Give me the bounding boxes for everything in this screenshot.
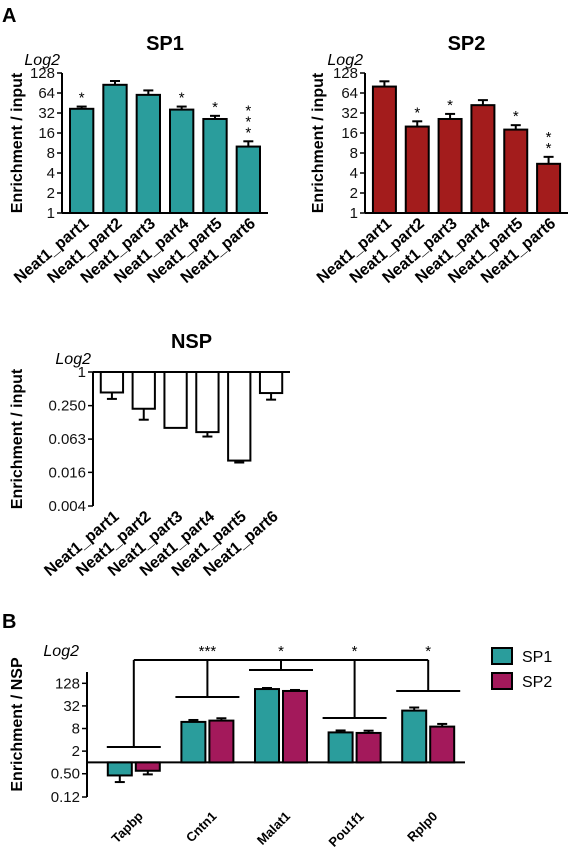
- bar: [195, 371, 220, 434]
- y-tick-label: 4: [47, 165, 55, 182]
- y-tick-label: 0.063: [48, 431, 86, 448]
- y-tick-label: 128: [30, 65, 55, 82]
- y-axis-label: Enrichment / input: [9, 368, 26, 509]
- bar-sp2: [429, 725, 456, 764]
- bar-sp1: [106, 761, 133, 777]
- significance-marker: *: [179, 90, 185, 107]
- bar-sp2: [134, 761, 161, 772]
- bar: [536, 162, 562, 215]
- bar: [202, 117, 228, 214]
- scale-note: Log2: [327, 52, 363, 69]
- x-tick-label: Malat1: [254, 809, 293, 848]
- bar-sp1: [401, 709, 428, 764]
- y-tick-label: 0.004: [48, 498, 86, 515]
- y-tick-label: 64: [341, 85, 358, 102]
- y-tick-label: 128: [333, 65, 358, 82]
- y-tick-label: 1: [78, 364, 86, 381]
- significance-marker: *: [546, 140, 552, 157]
- bar: [69, 107, 95, 214]
- significance-marker: *: [425, 643, 431, 660]
- significance-marker: *: [352, 643, 358, 660]
- significance-marker: *: [245, 102, 251, 119]
- bar: [169, 108, 195, 214]
- significance-marker: *: [513, 108, 519, 125]
- y-tick-label: 2: [47, 185, 55, 202]
- significance-marker: *: [245, 124, 251, 141]
- x-tick-label: Tapbp: [108, 808, 146, 846]
- bar: [131, 371, 156, 410]
- y-tick-label: 4: [350, 165, 358, 182]
- panel-label-b: B: [2, 611, 16, 633]
- chart-title: SP2: [448, 33, 486, 55]
- scale-note: Log2: [55, 351, 91, 368]
- y-tick-label: 16: [38, 125, 55, 142]
- legend-swatch-sp1: [491, 647, 513, 665]
- panel-label-a: A: [2, 5, 16, 27]
- significance-marker: *: [245, 113, 251, 130]
- bar-sp2: [355, 731, 382, 764]
- y-tick-label: 0.016: [48, 464, 86, 481]
- y-tick-label: 8: [350, 145, 358, 162]
- bar-sp2: [282, 689, 308, 764]
- legend-swatch-sp2: [491, 672, 513, 690]
- bar: [371, 85, 397, 214]
- chart-title: NSP: [171, 331, 212, 353]
- y-axis-label: Enrichment / input: [9, 72, 26, 213]
- y-tick-label: 8: [47, 145, 55, 162]
- y-tick-label: 2: [72, 743, 80, 760]
- x-tick-label: Cntn1: [183, 809, 220, 846]
- bar: [99, 371, 125, 394]
- significance-marker: *: [278, 643, 284, 660]
- chart-title: SP1: [146, 33, 184, 55]
- bar-sp1: [327, 731, 354, 764]
- y-tick-label: 0.12: [51, 789, 80, 806]
- significance-marker: *: [212, 99, 218, 116]
- y-tick-label: 32: [38, 105, 55, 122]
- chart-enrichment-nsp: 128 32 8 2 0.50 0.12 Log2 Enrichment / NSP Tapbp…: [9, 643, 552, 850]
- scale-note: Log2: [24, 52, 60, 69]
- bar: [135, 93, 162, 214]
- y-tick-label: 1: [47, 205, 55, 222]
- y-tick-label: 8: [72, 721, 80, 738]
- bar-sp1: [254, 688, 280, 764]
- y-tick-label: 0.50: [51, 766, 80, 783]
- bar: [437, 117, 463, 214]
- y-tick-label: 128: [55, 675, 80, 692]
- legend-label-sp2: SP2: [522, 674, 552, 691]
- scale-note: Log2: [43, 643, 79, 660]
- bar: [235, 145, 262, 214]
- y-axis-label: Enrichment / input: [310, 72, 327, 213]
- chart-nsp: 1 0.250 0.063 0.016 0.004 NSP Log2 Enrichment /…: [9, 331, 290, 580]
- bar: [503, 128, 529, 214]
- y-tick-label: 1: [350, 205, 358, 222]
- bar: [258, 371, 284, 395]
- bar-sp1: [180, 720, 207, 764]
- significance-marker: *: [414, 104, 420, 121]
- bar: [102, 83, 128, 214]
- x-tick-label: Rplp0: [404, 809, 440, 845]
- y-tick-label: 64: [38, 85, 55, 102]
- significance-marker: *: [447, 97, 453, 114]
- y-tick-label: 32: [341, 105, 358, 122]
- significance-marker: *: [546, 129, 552, 146]
- significance-marker: *: [79, 90, 85, 107]
- x-tick-label: Pou1f1: [325, 809, 366, 850]
- bar: [470, 104, 496, 214]
- legend-label-sp1: SP1: [522, 649, 552, 666]
- y-tick-label: 16: [341, 125, 358, 142]
- y-tick-label: 32: [63, 698, 80, 715]
- y-tick-label: 0.250: [48, 398, 86, 415]
- bar: [227, 371, 252, 462]
- bar: [163, 371, 188, 429]
- y-axis-label: Enrichment / NSP: [9, 657, 26, 792]
- y-tick-label: 2: [350, 185, 358, 202]
- bar-sp2: [208, 719, 235, 764]
- bar: [404, 125, 430, 214]
- significance-marker: ***: [199, 643, 217, 660]
